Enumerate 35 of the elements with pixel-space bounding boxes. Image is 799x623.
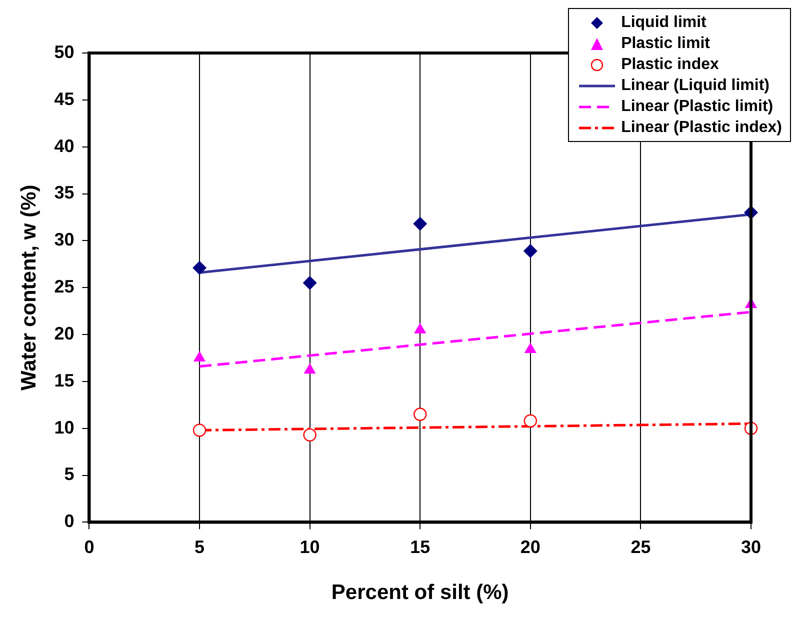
point [302,276,317,290]
legend-label: Linear (Plastic index) [621,118,782,138]
y-tick-label: 20 [54,323,74,344]
legend-label: Liquid limit [621,13,706,33]
x-tick-label: 20 [520,536,540,557]
point [192,424,206,437]
point [303,428,316,442]
point [414,408,427,421]
y-tick-label: 35 [54,182,74,203]
point [523,244,538,258]
legend-label: Linear (Plastic limit) [621,97,774,117]
legend-label: Plastic limit [621,34,710,54]
y-axis-title: Water content, w (%) [17,184,40,390]
x-tick-label: 10 [300,536,320,557]
y-tick-label: 25 [54,276,74,297]
legend-label: Plastic index [621,55,719,75]
y-tick-label: 10 [54,417,74,438]
x-tick-label: 0 [84,536,94,557]
x-axis-title: Percent of silt (%) [331,581,509,604]
point [413,216,428,231]
y-tick-label: 45 [54,88,74,109]
point [524,342,536,354]
y-tick-label: 40 [54,136,74,156]
x-tick-label: 25 [630,536,651,557]
y-tick-label: 5 [64,464,74,484]
y-tick-label: 30 [54,230,74,250]
y-tick-label: 50 [54,42,74,62]
x-tick-label: 15 [410,536,430,557]
point [192,260,207,275]
point [524,414,538,428]
x-tick-label: 30 [740,536,762,557]
y-tick-label: 15 [54,370,74,390]
x-tick-label: 5 [194,536,205,557]
y-tick-label: 0 [64,511,74,532]
legend-label: Linear (Liquid limit) [621,76,770,96]
